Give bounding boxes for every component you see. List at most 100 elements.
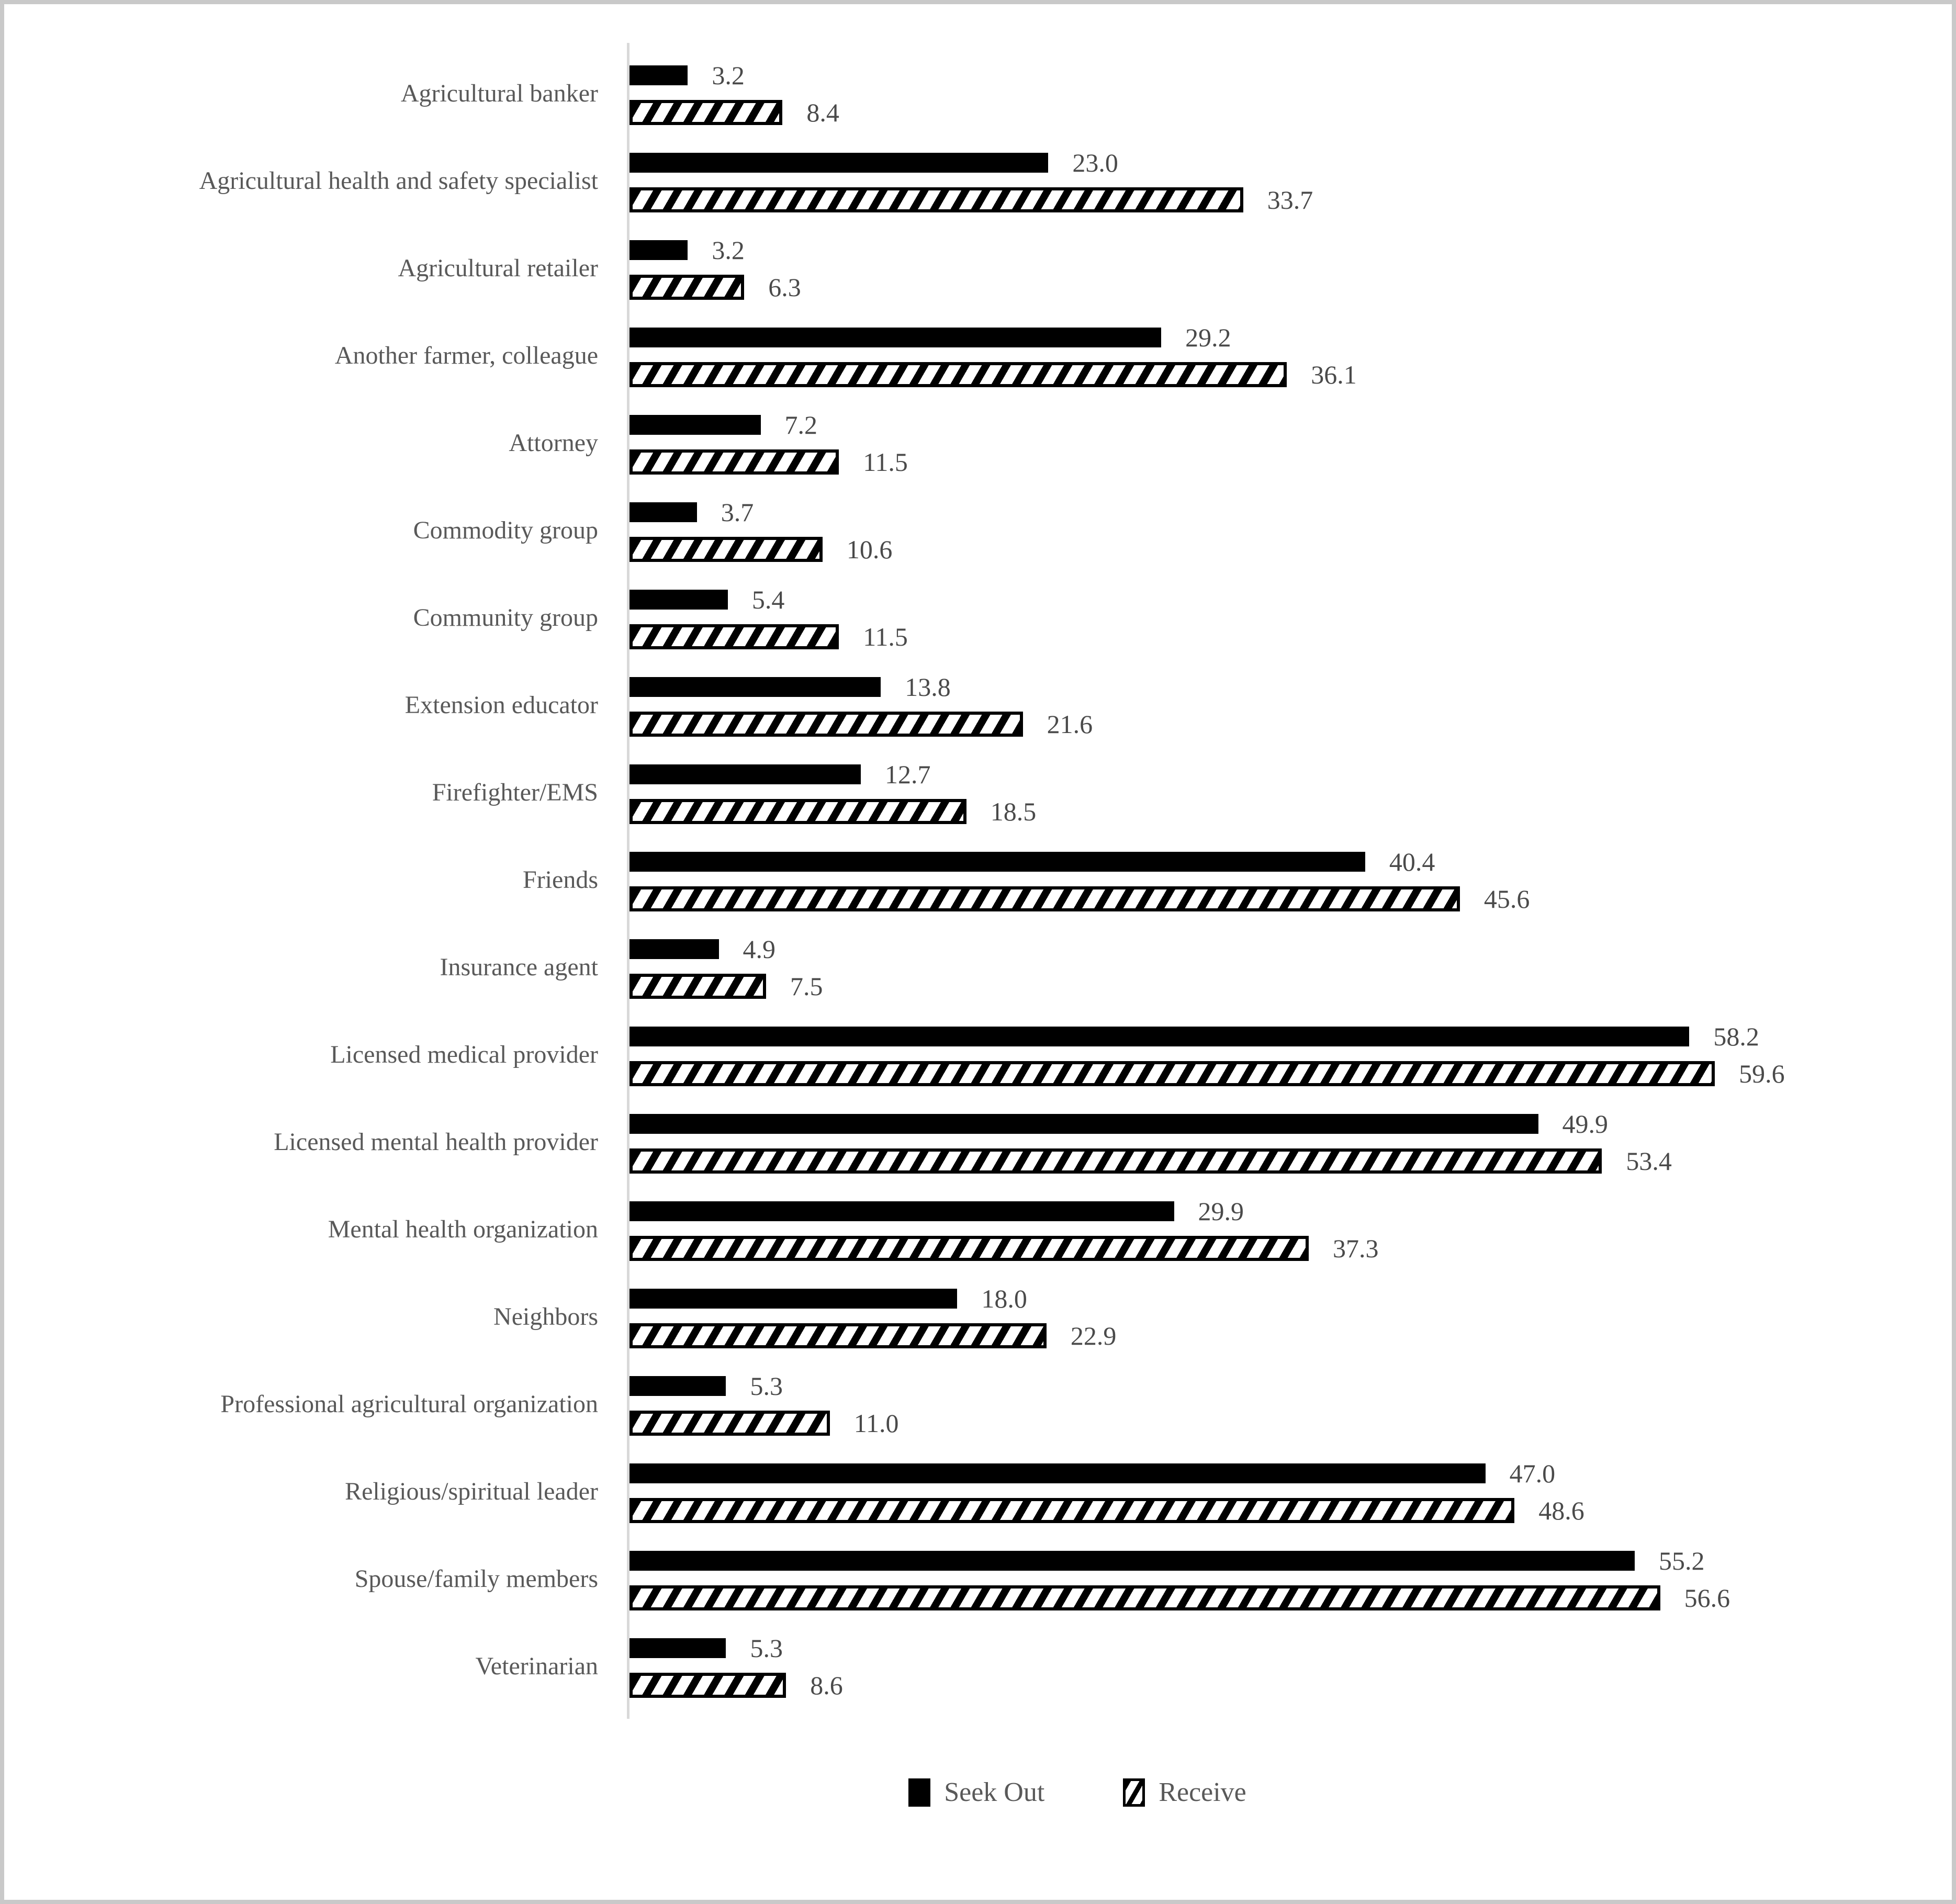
bar-pair: 29.9 37.3 [629, 1196, 1928, 1264]
bar-line: 33.7 [629, 185, 1928, 215]
bar-line: 18.5 [629, 796, 1928, 827]
bar-pair: 3.2 8.4 [629, 60, 1928, 128]
bar-value-label: 48.6 [1538, 1496, 1584, 1525]
chart-row: Neighbors 18.0 22.9 [25, 1274, 1928, 1361]
chart-row: Community group 5.4 11.5 [25, 574, 1928, 662]
category-label: Spouse/family members [354, 1565, 598, 1593]
bar-line: 8.6 [629, 1670, 1928, 1700]
category-label: Agricultural banker [400, 80, 598, 108]
chart-row: Professional agricultural organization 5.… [25, 1361, 1928, 1448]
bar-pair: 49.9 53.4 [629, 1109, 1928, 1176]
legend: Seek Out Receive [104, 1777, 1952, 1808]
bar-pair: 5.3 8.6 [629, 1633, 1928, 1700]
bar-value-label: 18.5 [990, 797, 1037, 826]
bar-line: 11.5 [629, 447, 1928, 477]
seek-out-bar [629, 1376, 726, 1396]
category-label: Commodity group [413, 516, 598, 545]
chart-row: Insurance agent 4.9 7.5 [25, 924, 1928, 1011]
receive-bar [629, 1236, 1309, 1261]
seek-out-bar [629, 852, 1365, 872]
bar-pair: 58.2 59.6 [629, 1021, 1928, 1089]
bar-value-label: 29.9 [1198, 1197, 1244, 1226]
bar-value-label: 7.2 [784, 410, 818, 440]
chart-row: Extension educator 13.8 21.6 [25, 662, 1928, 749]
seek-out-bar [629, 677, 881, 697]
category-label: Licensed medical provider [330, 1041, 598, 1069]
bar-value-label: 11.5 [863, 447, 908, 477]
bar-line: 58.2 [629, 1021, 1928, 1052]
category-label: Firefighter/EMS [432, 779, 598, 807]
bar-value-label: 59.6 [1739, 1059, 1785, 1088]
category-label: Agricultural retailer [398, 254, 598, 283]
bar-value-label: 21.6 [1047, 709, 1093, 739]
bar-value-label: 5.3 [750, 1633, 783, 1663]
bar-line: 29.9 [629, 1196, 1928, 1226]
legend-label-receive: Receive [1159, 1777, 1246, 1807]
receive-bar [629, 100, 783, 125]
seek-out-bar [629, 65, 688, 85]
bar-value-label: 55.2 [1658, 1546, 1705, 1575]
seek-out-bar [629, 1463, 1486, 1483]
bar-value-label: 6.3 [768, 273, 801, 302]
bar-line: 7.5 [629, 971, 1928, 1001]
category-label: Neighbors [493, 1303, 598, 1331]
bar-line: 48.6 [629, 1495, 1928, 1526]
bar-value-label: 18.0 [981, 1284, 1027, 1313]
bar-line: 13.8 [629, 672, 1928, 702]
bar-value-label: 12.7 [884, 760, 931, 789]
bar-line: 8.4 [629, 97, 1928, 128]
bar-line: 23.0 [629, 148, 1928, 178]
category-label: Community group [413, 604, 598, 632]
bar-line: 47.0 [629, 1458, 1928, 1489]
bar-line: 12.7 [629, 759, 1928, 790]
bar-line: 49.9 [629, 1109, 1928, 1139]
bar-value-label: 45.6 [1483, 884, 1530, 914]
bar-line: 37.3 [629, 1233, 1928, 1264]
bar-line: 3.2 [629, 235, 1928, 265]
receive-bar [629, 275, 745, 300]
seek-out-bar [629, 939, 719, 959]
bar-value-label: 13.8 [905, 672, 951, 702]
bar-line: 6.3 [629, 272, 1928, 302]
bar-pair: 3.2 6.3 [629, 235, 1928, 302]
bar-value-label: 22.9 [1070, 1321, 1117, 1350]
category-label: Mental health organization [328, 1215, 598, 1244]
bar-value-label: 11.5 [863, 622, 908, 651]
bar-line: 45.6 [629, 884, 1928, 914]
bar-value-label: 23.0 [1072, 148, 1118, 177]
bar-pair: 23.0 33.7 [629, 148, 1928, 215]
chart-row: Attorney 7.2 11.5 [25, 400, 1928, 487]
bar-pair: 13.8 21.6 [629, 672, 1928, 739]
legend-item-seek-out: Seek Out [908, 1777, 1044, 1808]
seek-out-bar [629, 328, 1162, 347]
bar-line: 55.2 [629, 1546, 1928, 1576]
chart-row: Licensed mental health provider 49.9 53.4 [25, 1099, 1928, 1186]
bar-line: 36.1 [629, 359, 1928, 390]
bar-value-label: 11.0 [853, 1409, 899, 1438]
bar-value-label: 3.2 [712, 235, 745, 265]
bar-line: 53.4 [629, 1146, 1928, 1176]
category-label: Agricultural health and safety specialis… [199, 167, 598, 195]
category-label: Friends [523, 866, 598, 894]
plot-area: Agricultural banker 3.2 8.4 Agricultural he… [25, 43, 1928, 1719]
bar-line: 7.2 [629, 410, 1928, 440]
bar-pair: 12.7 18.5 [629, 759, 1928, 827]
bar-pair: 55.2 56.6 [629, 1546, 1928, 1613]
receive-bar [629, 187, 1243, 212]
bar-value-label: 10.6 [846, 535, 893, 564]
bar-value-label: 4.9 [743, 934, 776, 964]
seek-out-bar [629, 1638, 726, 1658]
chart-row: Mental health organization 29.9 37.3 [25, 1186, 1928, 1274]
receive-bar [629, 1585, 1660, 1610]
y-axis-line [627, 43, 629, 1719]
bar-line: 5.4 [629, 584, 1928, 615]
category-label: Religious/spiritual leader [345, 1478, 598, 1506]
legend-item-receive: Receive [1123, 1777, 1246, 1808]
seek-out-bar [629, 153, 1049, 173]
seek-out-bar [629, 415, 761, 435]
seek-out-bar [629, 590, 728, 610]
bar-value-label: 53.4 [1626, 1146, 1672, 1176]
bar-pair: 3.7 10.6 [629, 497, 1928, 565]
bar-value-label: 3.7 [721, 498, 754, 527]
category-label: Insurance agent [440, 953, 598, 982]
